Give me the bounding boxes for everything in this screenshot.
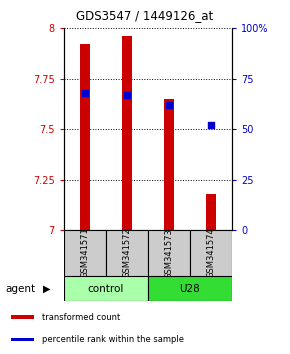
- Bar: [206, 194, 216, 230]
- Bar: [106, 230, 148, 276]
- Text: GSM341572: GSM341572: [122, 228, 131, 279]
- Bar: [148, 276, 232, 301]
- Bar: [11, 315, 34, 319]
- Text: percentile rank within the sample: percentile rank within the sample: [42, 335, 184, 344]
- Point: [166, 102, 171, 108]
- Text: agent: agent: [6, 284, 36, 293]
- Text: GSM341571: GSM341571: [80, 228, 89, 279]
- Point: [209, 122, 213, 128]
- Bar: [122, 36, 132, 230]
- Bar: [148, 230, 190, 276]
- Point: [124, 92, 129, 98]
- Text: control: control: [88, 284, 124, 293]
- Text: GSM341573: GSM341573: [164, 228, 173, 279]
- Point: [82, 90, 87, 96]
- Bar: [190, 230, 232, 276]
- Bar: [11, 338, 34, 341]
- Text: transformed count: transformed count: [42, 313, 120, 322]
- Text: U28: U28: [180, 284, 200, 293]
- Text: GSM341574: GSM341574: [206, 228, 215, 279]
- Text: ▶: ▶: [43, 284, 51, 293]
- Bar: [64, 276, 148, 301]
- Bar: [79, 45, 90, 230]
- Bar: [164, 99, 174, 230]
- Text: GDS3547 / 1449126_at: GDS3547 / 1449126_at: [76, 9, 214, 22]
- Bar: [64, 230, 106, 276]
